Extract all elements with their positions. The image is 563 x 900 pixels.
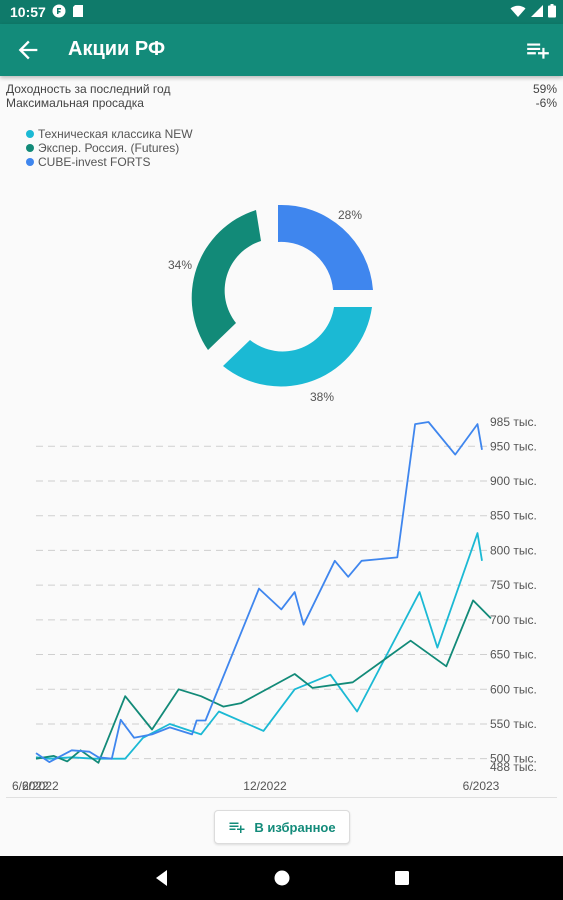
y-tick-label: 950 тыс. bbox=[490, 439, 537, 453]
donut-label-blue: 28% bbox=[338, 208, 363, 222]
wifi-icon bbox=[510, 5, 526, 17]
x-tick-label: 6/2022 bbox=[12, 779, 49, 793]
y-tick-label: 550 тыс. bbox=[490, 717, 537, 731]
divider bbox=[6, 797, 557, 798]
equity-line-chart: 488 тыс. 500 тыс. 550 тыс. 600 тыс. 650 тыс.… bbox=[0, 410, 563, 795]
legend-label: Экспер. Россия. (Futures) bbox=[38, 141, 180, 155]
series-line bbox=[35, 421, 483, 764]
sd-card-icon bbox=[73, 5, 83, 17]
legend-dot bbox=[26, 158, 34, 166]
chart-legend: Техническая классика NEW Экспер. Россия.… bbox=[26, 127, 193, 169]
legend-label: Техническая классика NEW bbox=[38, 127, 193, 141]
app-notification-icon bbox=[52, 4, 66, 18]
y-tick-label: 750 тыс. bbox=[490, 578, 537, 592]
y-tick-label: 600 тыс. bbox=[490, 682, 537, 696]
series-line bbox=[35, 599, 492, 764]
app-bar: Акции РФ bbox=[0, 24, 563, 76]
nav-back-icon[interactable] bbox=[152, 868, 172, 888]
y-tick-label: 800 тыс. bbox=[490, 543, 537, 557]
nav-recents-icon[interactable] bbox=[392, 868, 412, 888]
line-chart-svg: 488 тыс.500 тыс. 550 тыс. 600 тыс. 650 тыс.… bbox=[12, 415, 537, 793]
system-nav-bar bbox=[0, 856, 563, 900]
page-title: Акции РФ bbox=[68, 38, 166, 60]
legend-label: CUBE-invest FORTS bbox=[38, 155, 151, 169]
status-bar: 10:57 bbox=[0, 0, 563, 24]
stat-row-drawdown: Максимальная просадка -6% bbox=[6, 96, 557, 110]
donut-slice-green[interactable] bbox=[191, 210, 261, 350]
stats-summary: Доходность за последний год 59% Максимал… bbox=[6, 82, 557, 110]
donut-label-cyan: 38% bbox=[310, 390, 335, 404]
y-tick-label: 700 тыс. bbox=[490, 613, 537, 627]
x-tick-label: 6/2022 bbox=[22, 779, 59, 793]
y-tick-label: 850 тыс. bbox=[490, 509, 537, 523]
legend-item: CUBE-invest FORTS bbox=[26, 155, 193, 169]
legend-dot bbox=[26, 130, 34, 138]
legend-dot bbox=[26, 144, 34, 152]
y-tick-label: 985 тыс. bbox=[490, 415, 537, 429]
allocation-donut: 28% 38% 34% bbox=[150, 190, 410, 410]
battery-icon bbox=[548, 4, 556, 18]
y-tick-label: 500 тыс. bbox=[490, 752, 537, 766]
back-arrow-icon[interactable] bbox=[14, 36, 42, 64]
y-tick-label: 650 тыс. bbox=[490, 648, 537, 662]
series-line bbox=[35, 532, 483, 760]
y-tick-label: 900 тыс. bbox=[490, 474, 537, 488]
stat-value: 59% bbox=[532, 82, 557, 96]
stat-label: Доходность за последний год bbox=[6, 82, 171, 96]
x-tick-label: 12/2022 bbox=[243, 779, 287, 793]
donut-label-green: 34% bbox=[168, 258, 193, 272]
x-tick-label: 6/2023 bbox=[463, 779, 500, 793]
add-to-favorites-label: В избранное bbox=[254, 819, 336, 835]
stat-value: -6% bbox=[535, 96, 557, 110]
stat-label: Максимальная просадка bbox=[6, 96, 144, 110]
nav-home-icon[interactable] bbox=[272, 868, 292, 888]
add-to-favorites-button[interactable]: В избранное bbox=[214, 810, 350, 844]
donut-slice-blue[interactable] bbox=[278, 204, 373, 290]
donut-slice-cyan[interactable] bbox=[223, 307, 372, 387]
signal-icon bbox=[531, 5, 543, 17]
status-time: 10:57 bbox=[10, 4, 46, 20]
legend-item: Техническая классика NEW bbox=[26, 127, 193, 141]
playlist-add-icon[interactable] bbox=[525, 37, 551, 63]
stat-row-return: Доходность за последний год 59% bbox=[6, 82, 557, 96]
donut-svg bbox=[191, 204, 373, 387]
legend-item: Экспер. Россия. (Futures) bbox=[26, 141, 193, 155]
playlist-add-icon bbox=[229, 822, 245, 833]
y-tick-label: 488 тыс. bbox=[490, 760, 537, 774]
